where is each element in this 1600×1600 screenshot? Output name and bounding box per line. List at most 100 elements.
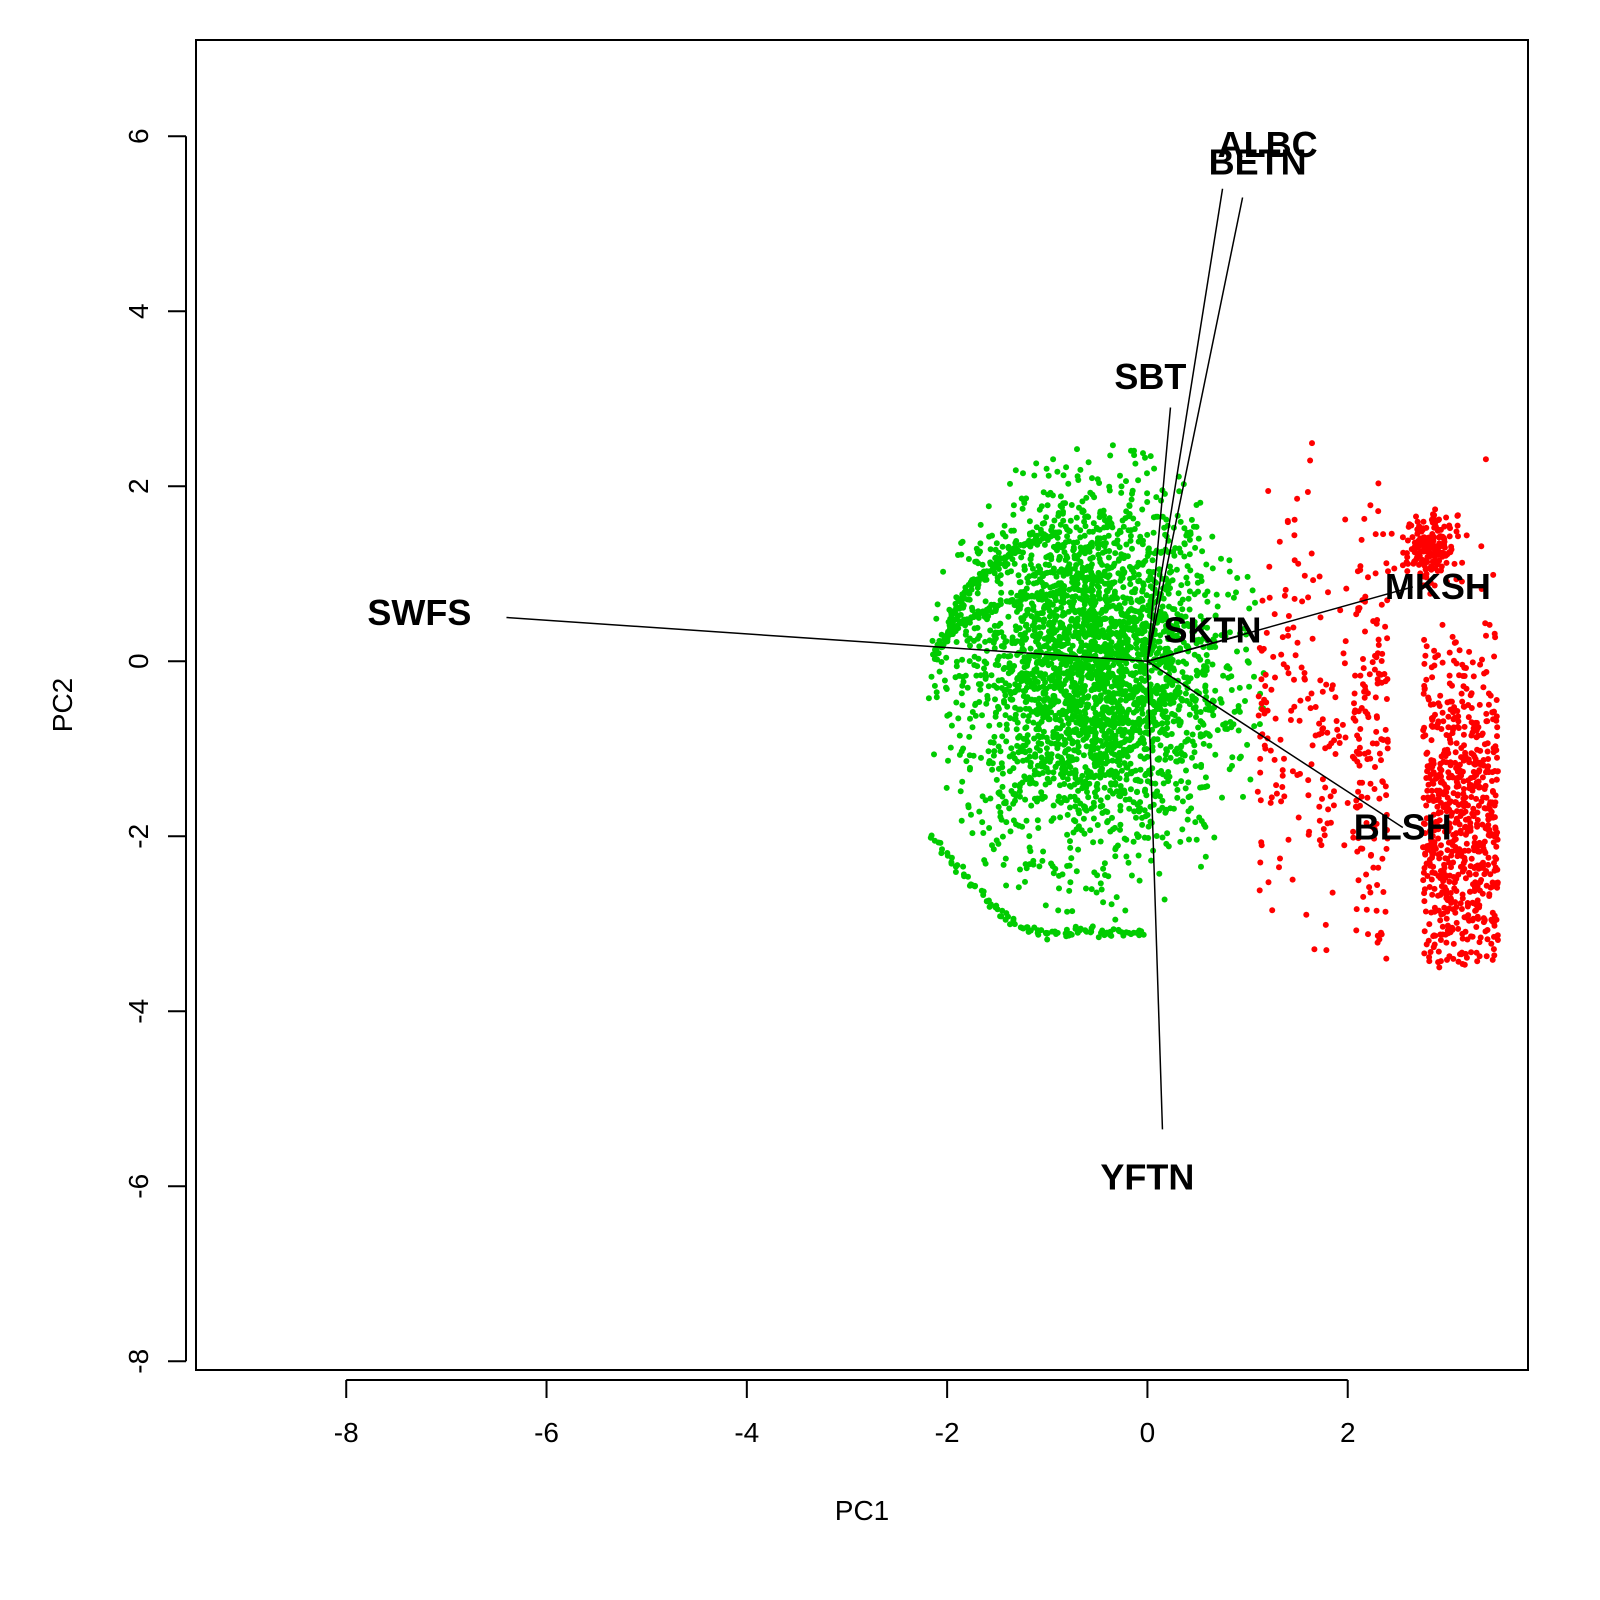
scatter-point-red (1420, 820, 1427, 827)
scatter-point-green (1199, 720, 1206, 726)
scatter-point-green (1111, 774, 1118, 781)
scatter-point-green (930, 651, 936, 658)
scatter-point-red (1375, 636, 1382, 643)
scatter-point-green (1063, 926, 1070, 933)
scatter-point-green (999, 733, 1006, 740)
scatter-point-green (1059, 642, 1066, 649)
scatter-point-green (1023, 865, 1030, 872)
scatter-point-red (1297, 770, 1303, 777)
scatter-point-red (1430, 780, 1437, 787)
scatter-point-red (1291, 532, 1298, 539)
scatter-point-green (1064, 669, 1071, 676)
scatter-point-green (1086, 725, 1093, 732)
scatter-point-green (1199, 548, 1206, 555)
scatter-point-red (1367, 889, 1374, 896)
scatter-point-red (1385, 568, 1391, 575)
scatter-point-green (944, 850, 951, 856)
scatter-point-green (948, 854, 955, 861)
scatter-point-green (1003, 738, 1010, 745)
scatter-point-green (1168, 731, 1175, 737)
scatter-point-green (963, 758, 970, 765)
scatter-point-green (1177, 518, 1184, 525)
scatter-point-red (1370, 864, 1377, 871)
scatter-point-red (1331, 788, 1337, 795)
scatter-point-green (1002, 680, 1009, 687)
scatter-point-green (1074, 685, 1080, 692)
scatter-point-green (1091, 694, 1098, 701)
scatter-point-green (1062, 523, 1069, 530)
scatter-point-green (1080, 815, 1087, 822)
scatter-point-green (1142, 786, 1149, 793)
scatter-point-green (1202, 853, 1209, 860)
scatter-point-green (959, 656, 966, 663)
scatter-point-red (1473, 719, 1480, 726)
scatter-point-red (1480, 842, 1486, 848)
scatter-point-red (1450, 940, 1457, 947)
scatter-point-green (1012, 711, 1019, 718)
scatter-point-green (1000, 861, 1007, 868)
scatter-point-green (1117, 807, 1124, 814)
scatter-point-green (1124, 610, 1130, 617)
scatter-point-green (1043, 554, 1050, 561)
scatter-point-green (1033, 460, 1040, 467)
scatter-point-green (979, 561, 986, 568)
scatter-point-green (1003, 882, 1010, 889)
scatter-point-green (1104, 818, 1111, 824)
scatter-point-green (1212, 687, 1219, 694)
scatter-point-red (1339, 721, 1346, 728)
scatter-point-red (1312, 704, 1319, 710)
scatter-point-green (1015, 572, 1022, 579)
scatter-point-green (1080, 631, 1087, 638)
scatter-point-green (1053, 731, 1060, 738)
scatter-point-green (1011, 782, 1018, 789)
scatter-point-red (1440, 758, 1447, 765)
scatter-point-green (1123, 508, 1130, 515)
scatter-point-green (1179, 798, 1186, 805)
scatter-point-green (982, 860, 989, 867)
scatter-point-green (959, 682, 966, 689)
scatter-point-green (1073, 756, 1080, 763)
scatter-point-green (1151, 702, 1158, 709)
scatter-point-green (1123, 713, 1129, 720)
scatter-point-green (1155, 769, 1162, 776)
scatter-point-red (1440, 534, 1447, 541)
scatter-point-green (1045, 769, 1052, 775)
scatter-point-red (1356, 735, 1362, 742)
scatter-point-green (1132, 608, 1139, 615)
scatter-point-green (1162, 708, 1169, 715)
scatter-point-green (1206, 742, 1213, 749)
scatter-point-red (1295, 814, 1302, 821)
scatter-point-red (1296, 717, 1303, 724)
scatter-point-green (989, 766, 996, 773)
scatter-point-green (1085, 597, 1092, 604)
scatter-point-green (1057, 493, 1064, 500)
scatter-point-green (1068, 502, 1075, 508)
scatter-point-green (999, 770, 1006, 777)
scatter-point-red (1270, 653, 1277, 660)
scatter-point-red (1460, 790, 1467, 797)
scatter-point-red (1367, 780, 1374, 787)
scatter-point-green (1106, 603, 1113, 610)
scatter-point-green (1133, 645, 1140, 652)
scatter-point-red (1281, 793, 1288, 800)
scatter-point-green (990, 752, 997, 759)
scatter-point-green (1252, 599, 1258, 606)
scatter-point-green (1205, 706, 1212, 713)
scatter-point-green (1010, 511, 1017, 518)
scatter-point-green (1026, 747, 1033, 754)
scatter-point-green (1106, 727, 1112, 734)
scatter-point-red (1441, 747, 1448, 754)
scatter-point-green (968, 581, 975, 588)
scatter-point-green (1001, 652, 1008, 659)
scatter-point-green (1038, 670, 1044, 677)
y-tick-label: -2 (123, 824, 154, 849)
scatter-point-red (1316, 803, 1323, 810)
scatter-point-red (1279, 784, 1286, 790)
scatter-point-red (1490, 571, 1497, 578)
scatter-point-green (1138, 706, 1145, 713)
scatter-point-green (1003, 686, 1010, 693)
scatter-point-red (1467, 888, 1473, 895)
scatter-point-green (1061, 549, 1068, 556)
scatter-point-green (1034, 685, 1041, 692)
